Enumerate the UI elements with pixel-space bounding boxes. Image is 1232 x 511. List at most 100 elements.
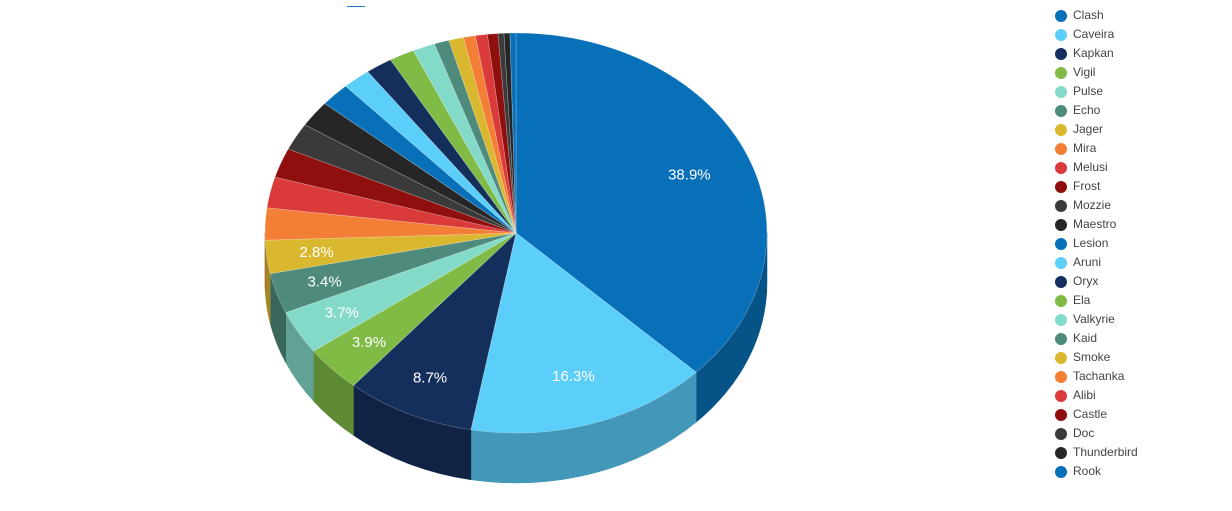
legend-swatch-icon	[1055, 332, 1067, 345]
legend-item-tachanka[interactable]: Tachanka	[1055, 367, 1225, 386]
pie-slice-jager[interactable]	[264, 232, 517, 274]
legend-item-echo[interactable]: Echo	[1055, 101, 1225, 120]
legend-label: Ela	[1073, 293, 1091, 307]
legend-label: Kaid	[1073, 331, 1098, 345]
legend-label: Kapkan	[1073, 46, 1114, 60]
legend-item-kapkan[interactable]: Kapkan	[1055, 44, 1225, 63]
legend-swatch-icon	[1055, 123, 1067, 136]
legend-swatch-icon	[1055, 218, 1067, 231]
legend-item-aruni[interactable]: Aruni	[1055, 253, 1225, 272]
legend-swatch-icon	[1055, 389, 1067, 402]
pie-slice-castle[interactable]	[487, 33, 517, 234]
legend-item-kaid[interactable]: Kaid	[1055, 329, 1225, 348]
legend-item-oryx[interactable]: Oryx	[1055, 272, 1225, 291]
data-label-echo: 3.4%	[307, 273, 341, 290]
pie-slice-ela[interactable]	[390, 50, 517, 234]
legend-swatch-icon	[1055, 275, 1067, 288]
legend-swatch-icon	[1055, 465, 1067, 478]
pie-slice-oryx[interactable]	[367, 59, 517, 234]
pie-slice-kaid[interactable]	[434, 39, 517, 234]
legend-swatch-icon	[1055, 9, 1067, 22]
legend-item-valkyrie[interactable]: Valkyrie	[1055, 310, 1225, 329]
legend-label: Smoke	[1073, 350, 1111, 364]
pie-slice-valkyrie[interactable]	[412, 43, 517, 234]
legend-item-doc[interactable]: Doc	[1055, 424, 1225, 443]
pie-slice-mira[interactable]	[264, 207, 517, 241]
legend-swatch-icon	[1055, 256, 1067, 269]
legend-swatch-icon	[1055, 446, 1067, 459]
legend-item-pulse[interactable]: Pulse	[1055, 82, 1225, 101]
legend-label: Rook	[1073, 464, 1102, 478]
pie-slice-melusi[interactable]	[266, 176, 517, 234]
pie-slice-smoke[interactable]	[448, 37, 517, 234]
legend-label: Lesion	[1073, 236, 1109, 250]
legend-swatch-icon	[1055, 408, 1067, 421]
legend-item-clash[interactable]: Clash	[1055, 6, 1225, 25]
legend-swatch-icon	[1055, 28, 1067, 41]
pie-slice-echo[interactable]	[269, 232, 517, 313]
legend-label: Clash	[1073, 8, 1104, 22]
legend-swatch-icon	[1055, 351, 1067, 364]
legend-swatch-icon	[1055, 66, 1067, 79]
pie-slice-caveira[interactable]	[470, 232, 697, 434]
legend-item-mozzie[interactable]: Mozzie	[1055, 196, 1225, 215]
pie-slice-mozzie[interactable]	[287, 124, 517, 234]
pie-slice-maestro[interactable]	[304, 103, 517, 234]
data-label-vigil: 3.9%	[352, 334, 386, 351]
pie-slice-lesion[interactable]	[324, 85, 517, 234]
legend-swatch-icon	[1055, 237, 1067, 250]
legend-swatch-icon	[1055, 104, 1067, 117]
legend-swatch-icon	[1055, 370, 1067, 383]
pie-slice-rook[interactable]	[509, 32, 517, 234]
pie-slice-thunderbird[interactable]	[503, 32, 517, 234]
legend-item-jager[interactable]: Jager	[1055, 120, 1225, 139]
pie-slice-clash[interactable]	[515, 32, 768, 373]
legend-label: Mira	[1073, 141, 1097, 155]
legend-item-frost[interactable]: Frost	[1055, 177, 1225, 196]
legend-label: Melusi	[1073, 160, 1108, 174]
legend-swatch-icon	[1055, 313, 1067, 326]
legend-label: Castle	[1073, 407, 1108, 421]
pie-slice-alibi[interactable]	[475, 33, 517, 234]
legend-label: Maestro	[1073, 217, 1117, 231]
legend-item-rook[interactable]: Rook	[1055, 462, 1225, 481]
pie-slice-kapkan[interactable]	[353, 232, 517, 431]
pie-slice-tachanka[interactable]	[463, 35, 517, 234]
legend-label: Valkyrie	[1073, 312, 1115, 326]
legend-label: Doc	[1073, 426, 1095, 440]
legend-item-castle[interactable]: Castle	[1055, 405, 1225, 424]
legend-swatch-icon	[1055, 142, 1067, 155]
pie-slice-frost[interactable]	[274, 148, 517, 234]
pie-slice-doc[interactable]	[497, 32, 517, 234]
legend-item-caveira[interactable]: Caveira	[1055, 25, 1225, 44]
legend-label: Pulse	[1073, 84, 1104, 98]
legend-swatch-icon	[1055, 199, 1067, 212]
legend-label: Oryx	[1073, 274, 1099, 288]
pie-sides	[264, 232, 768, 484]
data-label-pulse: 3.7%	[325, 305, 359, 322]
legend-item-smoke[interactable]: Smoke	[1055, 348, 1225, 367]
legend-item-mira[interactable]: Mira	[1055, 139, 1225, 158]
header-link-underline[interactable]	[347, 6, 365, 7]
legend-item-thunderbird[interactable]: Thunderbird	[1055, 443, 1225, 462]
data-label-jager: 2.8%	[300, 244, 334, 261]
legend-swatch-icon	[1055, 85, 1067, 98]
pie-slice-vigil[interactable]	[312, 232, 517, 386]
data-label-clash: 38.9%	[668, 167, 711, 184]
legend-label: Mozzie	[1073, 198, 1112, 212]
legend-label: Alibi	[1073, 388, 1096, 402]
data-label-caveira: 16.3%	[552, 368, 595, 385]
legend-item-lesion[interactable]: Lesion	[1055, 234, 1225, 253]
legend-item-alibi[interactable]: Alibi	[1055, 386, 1225, 405]
legend-item-maestro[interactable]: Maestro	[1055, 215, 1225, 234]
legend-swatch-icon	[1055, 427, 1067, 440]
legend-label: Caveira	[1073, 27, 1115, 41]
legend-item-ela[interactable]: Ela	[1055, 291, 1225, 310]
legend-item-melusi[interactable]: Melusi	[1055, 158, 1225, 177]
legend-item-vigil[interactable]: Vigil	[1055, 63, 1225, 82]
pie-slice-pulse[interactable]	[285, 232, 517, 352]
data-label-kapkan: 8.7%	[413, 370, 447, 387]
pie-slices	[264, 32, 768, 434]
pie-slice-aruni[interactable]	[345, 71, 517, 234]
